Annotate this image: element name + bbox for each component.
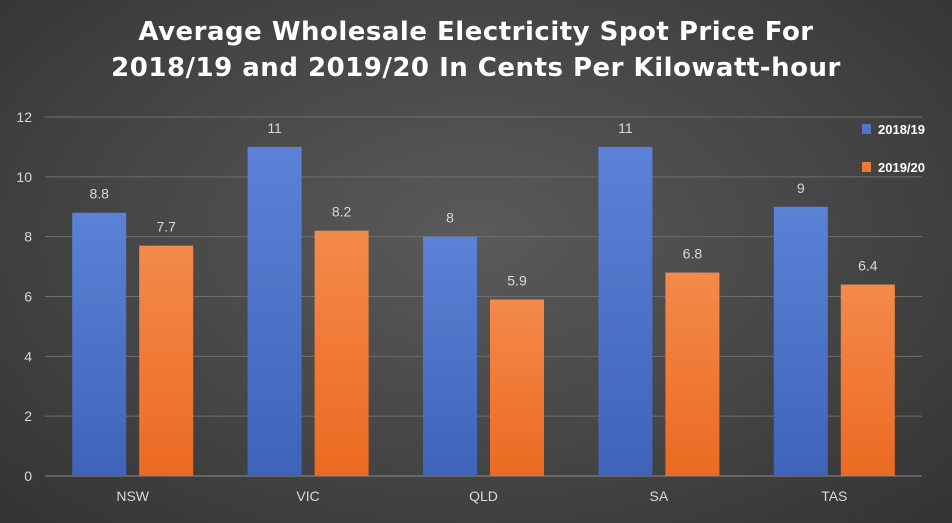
y-tick-label: 8	[24, 229, 32, 245]
y-tick-label: 0	[24, 468, 32, 484]
chart-title: Average Wholesale Electricity Spot Price…	[0, 14, 952, 86]
bar-qld-series-1	[423, 236, 477, 476]
x-tick-label: QLD	[469, 488, 498, 504]
data-label: 6.4	[858, 258, 878, 274]
bar-sa-series-2	[665, 272, 720, 476]
chart-title-line-1: Average Wholesale Electricity Spot Price…	[138, 17, 814, 47]
data-label: 5.9	[507, 272, 527, 288]
bar-nsw-series-1	[72, 212, 127, 476]
bars	[72, 146, 895, 476]
y-tick-label: 4	[24, 348, 32, 364]
data-label: 6.8	[683, 246, 703, 262]
data-label: 8	[446, 210, 454, 226]
legend-label: 2018/19	[878, 122, 925, 137]
bar-tas-series-1	[773, 206, 828, 476]
bar-vic-series-1	[247, 146, 302, 476]
y-tick-label: 6	[24, 289, 32, 305]
x-tick-label: TAS	[821, 488, 847, 504]
data-labels: 8.8 7.7 11 8.2 8 5.9 11 6.8 9 6.4	[89, 120, 877, 289]
legend-label: 2019/20	[878, 160, 925, 175]
legend-swatch	[862, 162, 871, 172]
legend: 2018/19 2019/20	[862, 122, 925, 175]
y-tick-label: 2	[24, 408, 32, 424]
data-label: 8.8	[89, 186, 109, 202]
bar-sa-series-1	[598, 146, 653, 476]
data-label: 9	[797, 180, 805, 196]
bar-vic-series-2	[314, 230, 369, 476]
data-label: 11	[618, 120, 633, 136]
data-label: 8.2	[332, 204, 352, 220]
x-tick-label: VIC	[296, 488, 319, 504]
x-tick-label: NSW	[116, 488, 149, 504]
bar-tas-series-2	[840, 284, 895, 476]
legend-swatch	[862, 124, 871, 134]
bar-qld-series-2	[490, 299, 544, 476]
axes: 0 2 4 6 8 10 12 NSW VIC QLD SA TAS	[16, 109, 922, 504]
x-tick-label: SA	[650, 488, 669, 504]
y-tick-label: 10	[16, 169, 32, 185]
bar-nsw-series-2	[139, 245, 194, 476]
y-tick-label: 12	[16, 109, 32, 125]
data-label: 11	[267, 120, 282, 136]
data-label: 7.7	[156, 219, 176, 235]
chart-title-line-2: 2018/19 and 2019/20 In Cents Per Kilowat…	[111, 53, 841, 83]
